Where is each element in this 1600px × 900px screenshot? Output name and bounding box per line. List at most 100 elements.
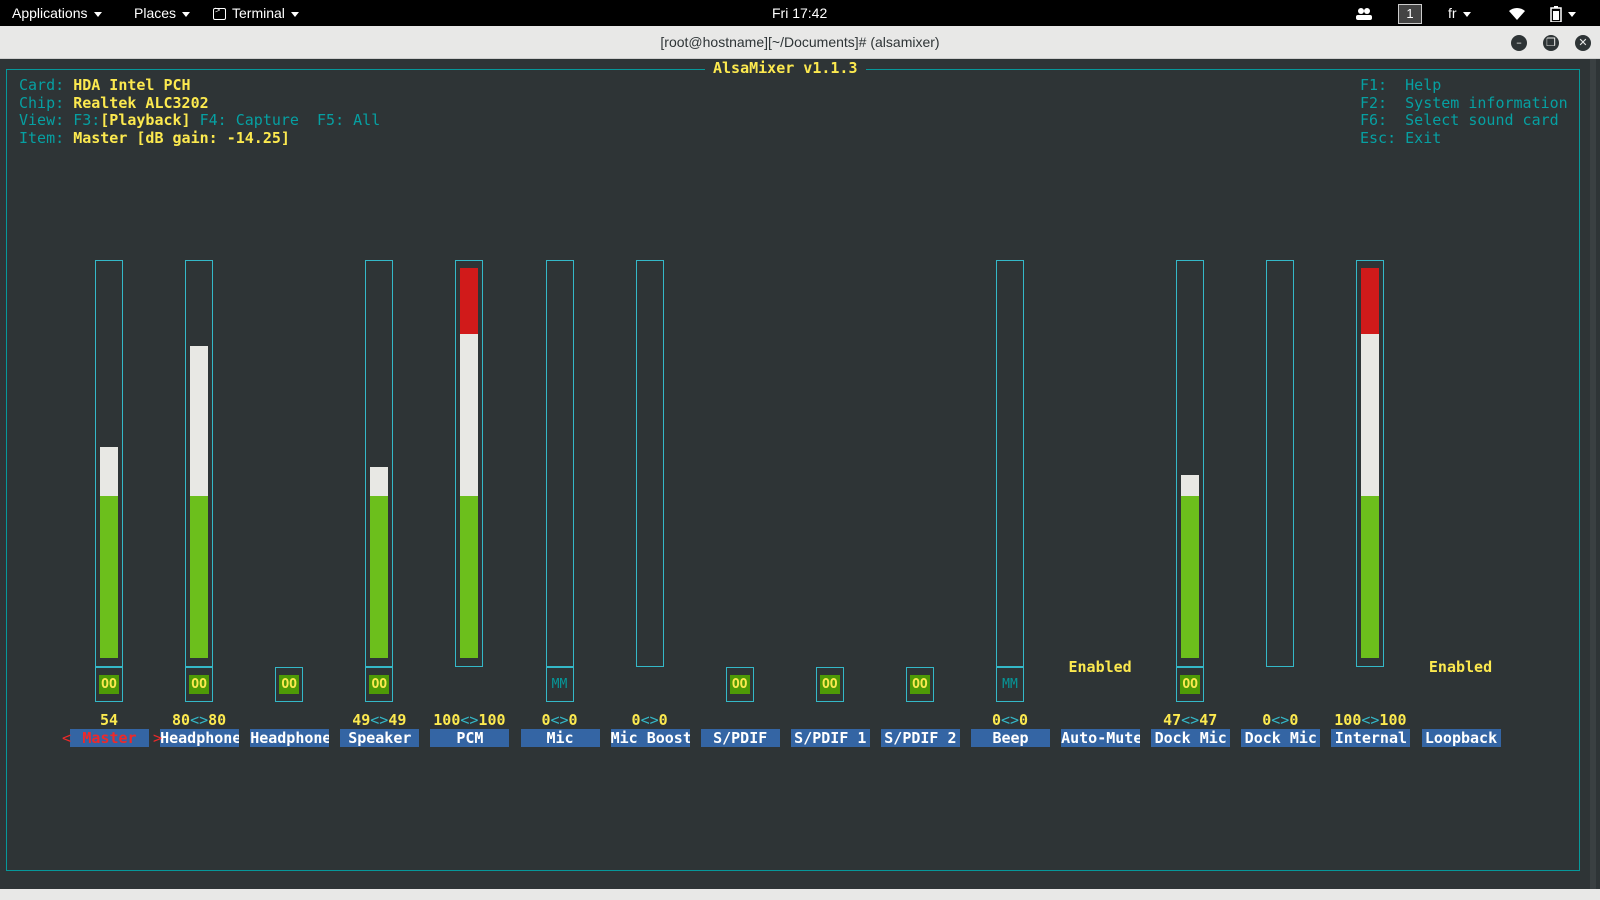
mute-switch[interactable]: OO: [725, 667, 754, 702]
mute-switch[interactable]: OO: [905, 667, 934, 702]
level-green: [1181, 496, 1200, 658]
channel-name[interactable]: S/PDIF 2: [880, 729, 960, 747]
volume-left: 0: [541, 711, 551, 729]
chevron-down-icon: [290, 11, 299, 17]
battery-icon: [1550, 6, 1562, 24]
terminal-app-menu[interactable]: Terminal: [213, 0, 299, 26]
view-info: View: F3:[Playback] F4: Capture F5: All: [19, 111, 381, 130]
terminal-icon: [213, 3, 226, 21]
channel-name[interactable]: PCM: [430, 729, 510, 747]
chevron-down-icon: [182, 11, 191, 17]
wifi-icon[interactable]: [1508, 0, 1526, 26]
volume-slider[interactable]: [185, 260, 214, 667]
help-esc[interactable]: Esc: Exit: [1360, 129, 1441, 148]
mute-switch[interactable]: MM: [996, 667, 1024, 702]
volume-separator: <>: [190, 711, 209, 729]
volume-value: 0<>0: [605, 711, 695, 729]
chevron-down-icon: [1568, 11, 1576, 17]
mute-switch[interactable]: OO: [1176, 667, 1205, 702]
close-button[interactable]: ✕: [1575, 35, 1591, 51]
card-label: Card:: [19, 76, 65, 94]
channel-name[interactable]: Headphone: [160, 729, 240, 747]
channel-name[interactable]: Dock Mic: [1151, 729, 1231, 747]
volume-value: 100<>100: [424, 711, 514, 729]
mute-switch[interactable]: OO: [95, 667, 123, 702]
channel-name[interactable]: Master: [70, 729, 149, 747]
mute-switch[interactable]: OO: [275, 667, 304, 702]
help-text: Select sound card: [1405, 111, 1559, 130]
clock[interactable]: Fri 17:42: [772, 5, 828, 21]
terminal-scrollbar[interactable]: [1586, 59, 1600, 889]
channel-name[interactable]: Internal: [1331, 729, 1411, 747]
selection-arrow-right: >: [153, 729, 163, 747]
view-other-modes[interactable]: F4: Capture F5: All: [199, 111, 381, 130]
terminal-area[interactable]: AlsaMixer v1.1.3 Card: HDA Intel PCH Chi…: [0, 59, 1586, 889]
enum-value[interactable]: Enabled: [1428, 658, 1493, 676]
volume-slider[interactable]: [635, 260, 664, 667]
help-key: F6:: [1360, 111, 1388, 130]
volume-value: 100<>100: [1325, 711, 1415, 729]
maximize-button[interactable]: ❐: [1543, 35, 1559, 51]
volume-value: 80<>80: [154, 711, 244, 729]
volume-right: 100: [1379, 711, 1407, 729]
workspace-indicator[interactable]: 1: [1398, 0, 1422, 26]
volume-right: 0: [568, 711, 578, 729]
volume-slider[interactable]: [365, 260, 394, 667]
window-title: [root@hostname][~/Documents]# (alsamixer…: [660, 34, 940, 50]
enum-value[interactable]: Enabled: [1068, 658, 1132, 676]
volume-slider[interactable]: [545, 260, 574, 667]
volume-slider[interactable]: [455, 260, 484, 667]
view-playback[interactable]: [Playback]: [100, 111, 191, 130]
mute-switch[interactable]: MM: [545, 667, 574, 702]
mute-switch[interactable]: OO: [185, 667, 214, 702]
help-key: F2:: [1360, 93, 1388, 112]
app-title: AlsaMixer v1.1.3: [705, 59, 866, 77]
channel-name[interactable]: Headphone: [250, 729, 330, 747]
keyboard-layout-menu[interactable]: fr: [1448, 0, 1471, 26]
window-titlebar[interactable]: [root@hostname][~/Documents]# (alsamixer…: [0, 26, 1600, 59]
channel-name[interactable]: Beep: [971, 729, 1050, 747]
channel-name[interactable]: S/PDIF: [700, 729, 780, 747]
volume-slider[interactable]: [95, 260, 123, 667]
help-text: System information: [1405, 93, 1568, 112]
mute-switch[interactable]: OO: [815, 667, 844, 702]
channel-name[interactable]: Loopback: [1421, 729, 1501, 747]
volume-slider[interactable]: [1176, 260, 1205, 667]
volume-slider[interactable]: [996, 260, 1024, 667]
help-f1[interactable]: F1: Help: [1360, 76, 1441, 95]
users-icon[interactable]: [1355, 0, 1373, 26]
switch-state: MM: [1002, 677, 1018, 692]
alsamixer-frame: [6, 69, 1580, 871]
volume-separator: <>: [1361, 711, 1380, 729]
volume-right: 80: [208, 711, 227, 729]
channel-name[interactable]: Dock Mic: [1241, 729, 1321, 747]
mute-switch[interactable]: OO: [365, 667, 394, 702]
volume-left: 100: [433, 711, 461, 729]
help-f2[interactable]: F2: System information: [1360, 93, 1568, 113]
top-panel: Applications Places Terminal Fri 17:42 1…: [0, 0, 1600, 26]
channel-name[interactable]: Auto-Mute: [1061, 729, 1141, 747]
volume-separator: <>: [1271, 711, 1290, 729]
volume-slider[interactable]: [1356, 260, 1385, 667]
channel-name[interactable]: S/PDIF 1: [790, 729, 870, 747]
applications-menu[interactable]: Applications: [12, 0, 102, 26]
view-f3: F3:: [73, 111, 101, 130]
switch-state: OO: [909, 675, 930, 694]
level-white: [1181, 475, 1200, 496]
card-value: HDA Intel PCH: [73, 76, 191, 94]
places-menu[interactable]: Places: [134, 0, 191, 26]
level-green: [1361, 496, 1380, 658]
volume-separator: <>: [640, 711, 659, 729]
window-bottom-edge: [0, 889, 1600, 900]
channel-name[interactable]: Mic: [520, 729, 600, 747]
battery-menu[interactable]: [1550, 0, 1576, 26]
channel-name[interactable]: Mic Boost: [610, 729, 690, 747]
channel-name[interactable]: Speaker: [340, 729, 420, 747]
minimize-button[interactable]: –: [1511, 35, 1527, 51]
volume-separator: <>: [550, 711, 569, 729]
help-f6[interactable]: F6: Select sound card: [1360, 111, 1559, 130]
level-white: [370, 467, 389, 496]
volume-left: 80: [172, 711, 191, 729]
volume-slider[interactable]: [1266, 260, 1295, 667]
scrollbar-track[interactable]: [1590, 59, 1596, 889]
